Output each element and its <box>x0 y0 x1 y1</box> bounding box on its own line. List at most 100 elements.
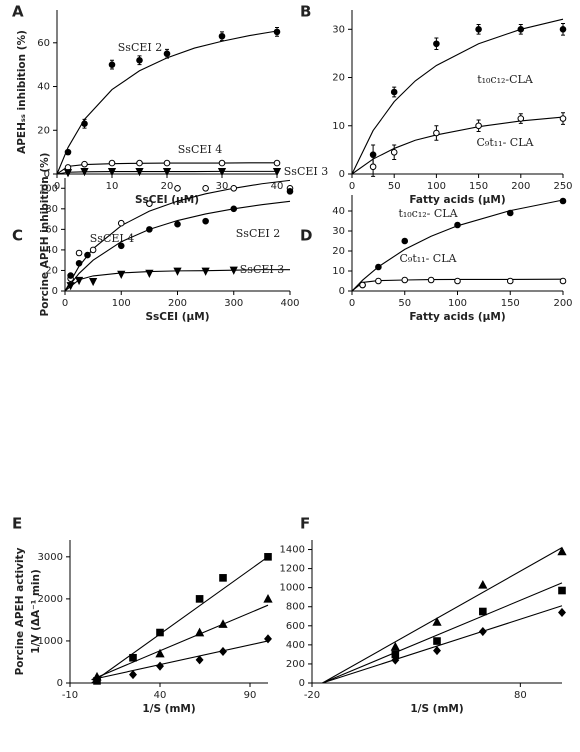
panel-letter: A <box>12 3 24 21</box>
y-tick-label: 1400 <box>280 545 305 556</box>
point <box>359 281 366 289</box>
point <box>286 188 294 195</box>
point <box>272 168 282 177</box>
y-tick-label: 20 <box>332 246 345 257</box>
y-tick-label: 40 <box>37 82 50 93</box>
point <box>195 595 204 603</box>
point <box>75 249 83 257</box>
point <box>89 277 98 287</box>
point <box>375 277 382 285</box>
point <box>401 276 409 284</box>
y-tick-label: 20 <box>332 73 345 84</box>
point <box>506 277 514 285</box>
point <box>264 634 272 644</box>
series-label: C₉t₁₁- CLA <box>400 252 458 265</box>
x-tick-label: 80 <box>514 690 527 701</box>
y-tick-label: 10 <box>332 266 345 277</box>
point <box>454 221 461 229</box>
point <box>506 209 514 217</box>
point <box>219 646 227 657</box>
x-tick-label: 40 <box>271 181 284 192</box>
panel-letter: C <box>12 227 23 245</box>
point <box>478 626 487 637</box>
x-tick-label: 300 <box>224 298 243 309</box>
series-label: SsCEI 2 <box>236 227 280 240</box>
x-tick-label: -20 <box>304 690 320 701</box>
x-tick-label: 250 <box>553 181 572 192</box>
x-tick-label: 50 <box>388 181 401 192</box>
x-tick-label: 30 <box>216 181 229 192</box>
point <box>117 219 125 227</box>
x-axis-label: SsCEI (μM) <box>145 311 209 323</box>
series-label: SsCEI 2 <box>118 41 162 54</box>
point <box>454 277 461 285</box>
y-tick-label: 40 <box>332 206 345 217</box>
point <box>478 579 488 589</box>
y-tick-label: 400 <box>286 640 305 651</box>
point <box>67 272 74 279</box>
fit-line <box>56 170 277 175</box>
x-tick-label: 100 <box>448 298 467 309</box>
point <box>517 25 525 33</box>
y-tick-label: 1000 <box>280 583 305 594</box>
y-tick-label: 2000 <box>38 594 63 605</box>
panel-letter: F <box>300 515 310 533</box>
x-axis-label: 1/S (mM) <box>410 703 463 715</box>
point <box>146 200 153 207</box>
y-tick-label: 60 <box>45 224 58 235</box>
y-tick-label: 0 <box>52 286 58 297</box>
fit-line <box>64 269 291 292</box>
x-tick-label: 0 <box>349 181 355 192</box>
y-tick-label: 200 <box>286 659 305 670</box>
point <box>391 655 400 665</box>
x-tick-label: 40 <box>154 690 167 701</box>
y-tick-label: 20 <box>37 125 50 136</box>
x-tick-label: 400 <box>280 298 299 309</box>
fit-line <box>91 640 269 681</box>
point <box>217 168 227 177</box>
series-label: t₁₀c₁₂- CLA <box>398 207 458 220</box>
point <box>559 25 567 33</box>
point <box>156 628 164 637</box>
point <box>558 586 566 595</box>
point <box>174 184 181 192</box>
point <box>517 115 525 122</box>
y-tick-label: 60 <box>37 38 50 49</box>
point <box>89 246 97 254</box>
x-tick-label: 50 <box>398 298 411 309</box>
fit-line <box>322 547 563 684</box>
x-tick-label: 0 <box>54 181 60 192</box>
y-tick-label: 3000 <box>38 552 63 563</box>
point <box>433 637 441 645</box>
point <box>229 266 238 275</box>
y-tick-label: 0 <box>339 169 345 180</box>
point <box>163 159 171 167</box>
x-tick-label: 100 <box>112 298 131 309</box>
point <box>74 276 84 286</box>
point <box>162 168 172 177</box>
point <box>93 674 101 684</box>
fit-line <box>64 200 291 292</box>
x-tick-label: 100 <box>427 181 446 192</box>
point <box>174 220 181 228</box>
point <box>390 148 398 156</box>
y-tick-label: 30 <box>332 226 345 237</box>
point <box>145 269 154 278</box>
y-tick-label: 10 <box>332 121 345 132</box>
y-tick-label: 800 <box>286 602 305 613</box>
point <box>475 122 482 130</box>
x-tick-label: 0 <box>349 298 355 309</box>
series-label: t₁₀c₁₂-CLA <box>477 73 534 86</box>
panel-letter: D <box>300 227 312 245</box>
point <box>559 197 567 205</box>
x-tick-label: 0 <box>62 298 68 309</box>
panel-letter: B <box>300 3 311 21</box>
x-tick-label: 150 <box>501 298 520 309</box>
point <box>75 259 83 267</box>
point <box>163 50 171 58</box>
point <box>218 32 226 40</box>
point <box>63 169 73 178</box>
fit-line <box>56 162 277 175</box>
point <box>80 168 89 177</box>
